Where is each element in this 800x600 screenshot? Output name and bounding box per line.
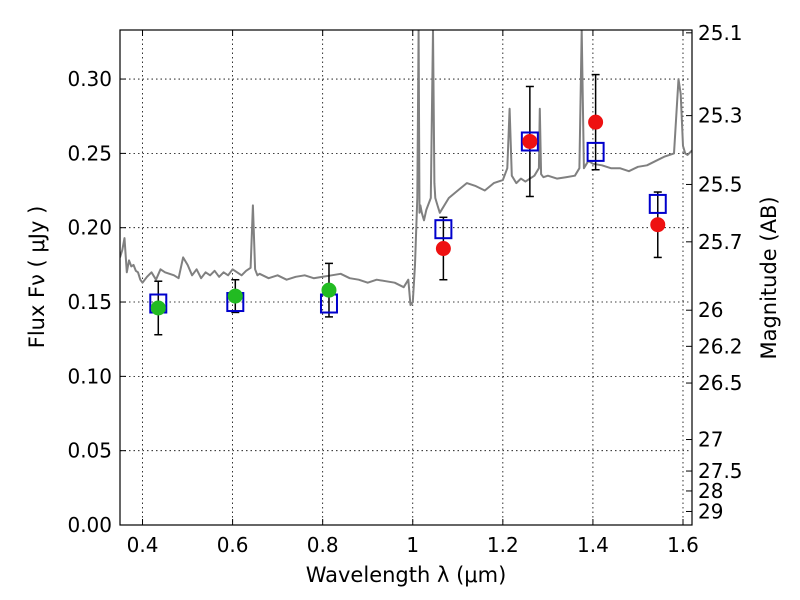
axes-frame [119,29,693,526]
mag-tick-label: 26.5 [698,371,743,395]
mag-tick-label: 28 [698,479,723,503]
mag-tick-label: 25.7 [698,230,743,254]
mag-tick-label: 26.2 [698,334,743,358]
observed-point-green [227,288,243,304]
mag-tick-label: 27.5 [698,459,743,483]
grid-lines [120,30,692,526]
mag-tick-label: 29 [698,499,723,523]
x-tick-label: 0.4 [127,533,159,557]
x-axis-label: Wavelength λ (μm) [306,563,507,587]
x-tick-label: 1.4 [577,533,609,557]
y-tick-label: 0.30 [67,67,112,91]
observed-point-green [321,282,337,298]
mag-tick-label: 25.5 [698,172,743,196]
model-photometry-square [520,131,539,152]
observed-point-red [588,114,604,130]
model-photometry-square [648,193,667,214]
x-tick-label: 0.8 [307,533,339,557]
y-tick-label: 0.00 [67,513,112,537]
x-tick-label: 1 [406,533,419,557]
mag-tick-label: 26 [698,298,723,322]
right-y-axis-label: Magnitude (AB) [757,196,781,359]
model-photometry-square [434,219,453,240]
observed-point-red [435,241,451,257]
mag-tick-label: 25.1 [698,21,743,45]
axes: 0.4 0.6 0.8 1 1.2 1.4 1.6 0.00 0.05 0.10 0.15 0.20 0… [67,21,742,557]
spectrum-line [120,30,692,306]
y-tick-label: 0.20 [67,216,112,240]
mag-tick-label: 25.3 [698,104,743,128]
y-axis-label: Flux Fν ( μJy ) [25,206,49,349]
plot-area [120,30,692,336]
observed-point-red [650,217,666,233]
mag-tick-label: 27 [698,428,723,452]
x-tick-label: 0.6 [217,533,249,557]
y-tick-label: 0.15 [67,290,112,314]
observed-point-green [150,300,166,316]
y-tick-label: 0.10 [67,364,112,388]
y-tick-label: 0.25 [67,141,112,165]
x-tick-label: 1.6 [667,533,699,557]
x-tick-label: 1.2 [487,533,519,557]
observed-point-red [522,133,538,149]
model-photometry-square [586,141,605,162]
y-tick-label: 0.05 [67,439,112,463]
